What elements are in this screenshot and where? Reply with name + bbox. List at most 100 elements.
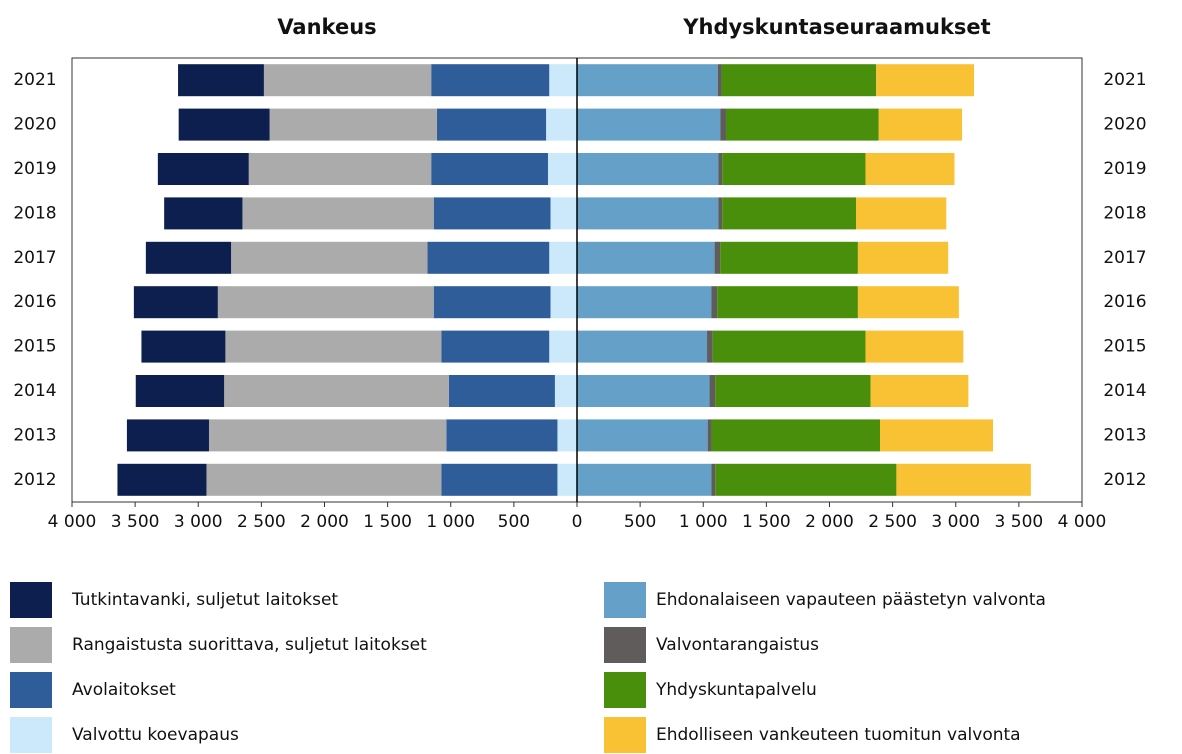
bar-segment xyxy=(446,419,558,452)
x-tick-label: 500 xyxy=(498,512,530,532)
legend-label: Yhdyskuntapalvelu xyxy=(655,680,817,700)
bar-segment xyxy=(224,375,449,407)
x-tick-label: 3 500 xyxy=(111,512,160,532)
bar-segment xyxy=(707,330,713,363)
x-tick-label: 0 xyxy=(572,512,583,532)
bar-segment xyxy=(164,197,243,230)
bar-segment xyxy=(577,330,708,363)
legend-swatch xyxy=(10,627,52,663)
y-tick-label: 2017 xyxy=(1103,248,1146,268)
x-tick-label: 1 500 xyxy=(363,512,412,532)
bar-segment xyxy=(145,241,232,274)
legend-label: Rangaistusta suorittava, suljetut laitok… xyxy=(72,635,427,655)
bar-segment xyxy=(441,330,550,363)
legend-label: Tutkintavanki, suljetut laitokset xyxy=(71,590,338,610)
x-tick-label: 2 000 xyxy=(300,512,349,532)
legend-swatch xyxy=(604,582,646,618)
y-tick-label: 2018 xyxy=(13,203,56,223)
bar-segment xyxy=(720,241,858,274)
bar-segment xyxy=(717,64,722,97)
bar-segment xyxy=(436,108,547,141)
bar-segment xyxy=(431,153,548,185)
bar-segment xyxy=(248,153,432,185)
bar-segment xyxy=(577,286,712,319)
legend-swatch xyxy=(10,582,52,618)
bar-segment xyxy=(870,375,969,407)
bar-segment xyxy=(433,197,551,230)
bar-segment xyxy=(126,419,209,452)
bar-segment xyxy=(549,64,577,97)
bar-segment xyxy=(722,153,866,185)
y-tick-label: 2019 xyxy=(1103,159,1146,179)
legend-swatch xyxy=(604,672,646,708)
y-tick-label: 2017 xyxy=(13,248,56,268)
x-tick-label: 3 000 xyxy=(931,512,980,532)
bar-segment xyxy=(718,153,723,185)
bar-segment xyxy=(714,241,721,274)
legend-swatch xyxy=(10,672,52,708)
bar-segment xyxy=(231,241,428,274)
bar-segment xyxy=(554,375,577,407)
y-tick-label: 2016 xyxy=(1103,292,1146,312)
x-tick-label: 4 000 xyxy=(48,512,97,532)
bar-segment xyxy=(711,286,718,319)
x-tick-label: 2 500 xyxy=(237,512,286,532)
bar-segment xyxy=(720,108,726,141)
x-tick-label: 1 000 xyxy=(679,512,728,532)
bar-segment xyxy=(547,153,577,185)
bar-segment xyxy=(549,330,577,363)
legend-swatch xyxy=(604,627,646,663)
bar-segment xyxy=(707,419,712,452)
bar-segment xyxy=(263,64,432,97)
bar-segment xyxy=(896,463,1031,496)
bar-segment xyxy=(857,286,959,319)
y-tick-label: 2013 xyxy=(1103,425,1146,445)
bar-segment xyxy=(135,375,225,407)
bar-segment xyxy=(715,375,871,407)
legend-label: Valvontarangaistus xyxy=(656,635,819,655)
bar-segment xyxy=(715,463,897,496)
bar-segment xyxy=(717,286,858,319)
bar-segment xyxy=(577,241,715,274)
bar-segment xyxy=(550,197,577,230)
chart-title: Vankeus xyxy=(277,15,376,39)
bar-segment xyxy=(711,419,880,452)
bar-segment xyxy=(876,64,975,97)
chart-title: Yhdyskuntaseuraamukset xyxy=(682,15,990,39)
x-tick-label: 2 000 xyxy=(805,512,854,532)
bar-segment xyxy=(857,241,949,274)
y-tick-label: 2020 xyxy=(13,115,56,135)
y-tick-label: 2013 xyxy=(13,425,56,445)
bar-segment xyxy=(546,108,577,141)
bar-segment xyxy=(722,197,857,230)
bar-segment xyxy=(431,64,550,97)
bar-segment xyxy=(880,419,993,452)
bar-segment xyxy=(208,419,447,452)
bar-segment xyxy=(427,241,550,274)
legend-swatch xyxy=(10,717,52,753)
bar-segment xyxy=(721,64,877,97)
bar-segment xyxy=(217,286,434,319)
bar-segment xyxy=(878,108,963,141)
bar-segment xyxy=(242,197,434,230)
y-tick-label: 2015 xyxy=(1103,337,1146,357)
x-tick-label: 500 xyxy=(624,512,656,532)
bar-segment xyxy=(577,64,718,97)
bar-segment xyxy=(549,241,577,274)
bar-segment xyxy=(865,330,964,363)
bar-segment xyxy=(117,463,207,496)
bar-segment xyxy=(709,375,716,407)
bar-segment xyxy=(725,108,879,141)
bar-segment xyxy=(157,153,249,185)
bar-segment xyxy=(577,463,712,496)
bar-segment xyxy=(712,330,866,363)
x-tick-label: 3 500 xyxy=(995,512,1044,532)
y-tick-label: 2020 xyxy=(1103,115,1146,135)
bar-segment xyxy=(206,463,442,496)
bar-segment xyxy=(557,463,577,496)
bar-segment xyxy=(865,153,955,185)
bar-segment xyxy=(133,286,218,319)
bar-segment xyxy=(577,419,708,452)
bar-segment xyxy=(178,64,264,97)
